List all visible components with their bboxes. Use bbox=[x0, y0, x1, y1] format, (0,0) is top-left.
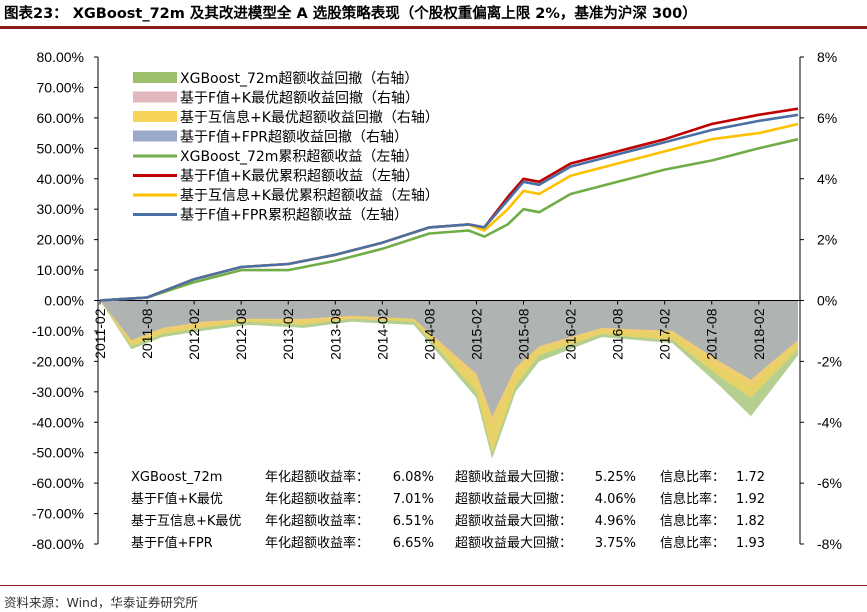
x-tick-label: 2017-08 bbox=[704, 308, 720, 360]
right-tick-label: -6% bbox=[817, 475, 842, 491]
legend-label: XGBoost_72m超额收益回撤（右轴） bbox=[180, 71, 418, 87]
x-tick-label: 2018-02 bbox=[751, 308, 767, 360]
legend-label: 基于F值+FPR超额收益回撤（右轴） bbox=[180, 129, 408, 146]
left-tick-label: 40.00% bbox=[37, 171, 84, 187]
left-tick-label: -10.00% bbox=[32, 323, 84, 339]
x-tick-label: 2011-08 bbox=[139, 308, 155, 359]
stat-ir-label: 信息比率： bbox=[660, 469, 725, 485]
legend-label: 基于互信息+K最优累积超额收益（左轴） bbox=[180, 187, 439, 204]
stat-ir-value: 1.93 bbox=[736, 536, 765, 551]
stat-annual-value: 7.01% bbox=[393, 492, 434, 507]
stat-model-name: XGBoost_72m bbox=[131, 470, 222, 485]
left-tick-label: -70.00% bbox=[32, 506, 84, 522]
stat-maxdd-value: 5.25% bbox=[595, 470, 636, 485]
stat-maxdd-value: 3.75% bbox=[595, 536, 636, 551]
left-tick-label: -30.00% bbox=[32, 384, 84, 400]
stat-maxdd-label: 超额收益最大回撤： bbox=[455, 535, 572, 551]
legend-swatch-area bbox=[133, 111, 177, 122]
chart-title: 图表23： XGBoost_72m 及其改进模型全 A 选股策略表现（个股权重偏… bbox=[4, 6, 697, 22]
left-tick-label: -40.00% bbox=[32, 414, 84, 430]
source-note: 资料来源：Wind，华泰证券研究所 bbox=[4, 595, 198, 610]
footer-divider bbox=[0, 585, 867, 586]
x-tick-label: 2011-02 bbox=[92, 308, 108, 359]
legend-label: XGBoost_72m累积超额收益（左轴） bbox=[180, 149, 418, 165]
left-tick-label: 30.00% bbox=[37, 201, 84, 217]
stat-maxdd-label: 超额收益最大回撤： bbox=[455, 491, 572, 507]
legend-swatch-area bbox=[133, 91, 177, 103]
left-tick-label: 60.00% bbox=[37, 110, 84, 126]
legend-label: 基于F值+K最优超额收益回撤（右轴） bbox=[180, 90, 419, 107]
stat-maxdd-value: 4.06% bbox=[595, 492, 636, 507]
legend-label: 基于互信息+K最优超额收益回撤（右轴） bbox=[180, 109, 439, 126]
title-divider bbox=[0, 26, 867, 29]
x-tick-label: 2017-02 bbox=[657, 308, 673, 360]
right-tick-label: 0% bbox=[817, 293, 837, 309]
stat-model-name: 基于互信息+K最优 bbox=[131, 513, 241, 529]
drawdown-area-4 bbox=[100, 300, 798, 417]
stat-maxdd-label: 超额收益最大回撤： bbox=[455, 513, 572, 529]
stat-annual-value: 6.65% bbox=[393, 536, 434, 551]
right-tick-label: -4% bbox=[817, 414, 842, 430]
stat-ir-value: 1.82 bbox=[736, 514, 765, 529]
chart-canvas: 80.00% 70.00% 60.00% 50.00% 40.00% 30.00% 20.0… bbox=[32, 49, 842, 552]
left-tick-label: 70.00% bbox=[37, 79, 84, 95]
left-tick-label: 20.00% bbox=[37, 232, 84, 248]
x-tick-label: 2016-02 bbox=[563, 308, 579, 360]
legend-label: 基于F值+K最优累积超额收益（左轴） bbox=[180, 168, 419, 185]
left-tick-label: 0.00% bbox=[44, 293, 84, 309]
right-tick-label: -8% bbox=[817, 536, 842, 552]
stat-model-name: 基于F值+FPR bbox=[131, 535, 213, 551]
stat-ir-label: 信息比率： bbox=[660, 491, 725, 507]
cumulative-line-1 bbox=[99, 137, 799, 302]
x-tick-label: 2015-02 bbox=[468, 308, 484, 360]
x-tick-label: 2015-08 bbox=[516, 308, 532, 360]
legend-swatch-area bbox=[133, 72, 177, 83]
stats-table: XGBoost_72m 年化超额收益率： 6.08% 超额收益最大回撤： 5.25% 信息… bbox=[131, 469, 765, 551]
right-tick-label: -2% bbox=[817, 353, 842, 369]
right-tick-label: 8% bbox=[817, 49, 837, 65]
left-tick-label: 50.00% bbox=[37, 140, 84, 156]
stat-annual-value: 6.51% bbox=[393, 514, 434, 529]
x-tick-label: 2014-08 bbox=[421, 308, 437, 360]
stat-ir-value: 1.92 bbox=[736, 492, 765, 507]
stat-model-name: 基于F值+K最优 bbox=[131, 491, 223, 507]
right-tick-label: 6% bbox=[817, 110, 837, 126]
x-tick-label: 2014-02 bbox=[374, 308, 390, 360]
cumulative-line-4 bbox=[99, 113, 799, 302]
left-tick-label: -20.00% bbox=[32, 353, 84, 369]
legend: XGBoost_72m超额收益回撤（右轴） 基于F值+K最优超额收益回撤（右轴） 基… bbox=[133, 71, 439, 224]
right-tick-label: 4% bbox=[817, 171, 837, 187]
stat-annual-label: 年化超额收益率： bbox=[265, 535, 369, 551]
stat-maxdd-label: 超额收益最大回撤： bbox=[455, 469, 572, 485]
left-tick-label: 10.00% bbox=[37, 262, 84, 278]
stat-annual-value: 6.08% bbox=[393, 470, 434, 485]
stat-maxdd-value: 4.96% bbox=[595, 514, 636, 529]
left-tick-label: -50.00% bbox=[32, 445, 84, 461]
x-tick-label: 2013-02 bbox=[280, 308, 296, 360]
cumulative-lines bbox=[99, 107, 799, 302]
x-tick-label: 2012-02 bbox=[186, 308, 202, 360]
axes: 80.00% 70.00% 60.00% 50.00% 40.00% 30.00% 20.0… bbox=[32, 49, 842, 552]
stat-annual-label: 年化超额收益率： bbox=[265, 469, 369, 485]
stat-annual-label: 年化超额收益率： bbox=[265, 491, 369, 507]
x-tick-label: 2012-08 bbox=[233, 308, 249, 360]
right-tick-label: 2% bbox=[817, 232, 837, 248]
x-tick-label: 2013-08 bbox=[327, 308, 343, 360]
legend-swatch-area bbox=[133, 130, 177, 142]
x-tick-label: 2016-08 bbox=[610, 308, 626, 360]
stat-annual-label: 年化超额收益率： bbox=[265, 513, 369, 529]
drawdown-areas bbox=[100, 300, 798, 459]
legend-label: 基于F值+FPR累积超额收益（左轴） bbox=[180, 207, 408, 224]
left-tick-label: -80.00% bbox=[32, 536, 84, 552]
stat-ir-label: 信息比率： bbox=[660, 535, 725, 551]
left-tick-label: 80.00% bbox=[37, 49, 84, 65]
stat-ir-label: 信息比率： bbox=[660, 513, 725, 529]
stat-ir-value: 1.72 bbox=[736, 470, 765, 485]
left-tick-label: -60.00% bbox=[32, 475, 84, 491]
